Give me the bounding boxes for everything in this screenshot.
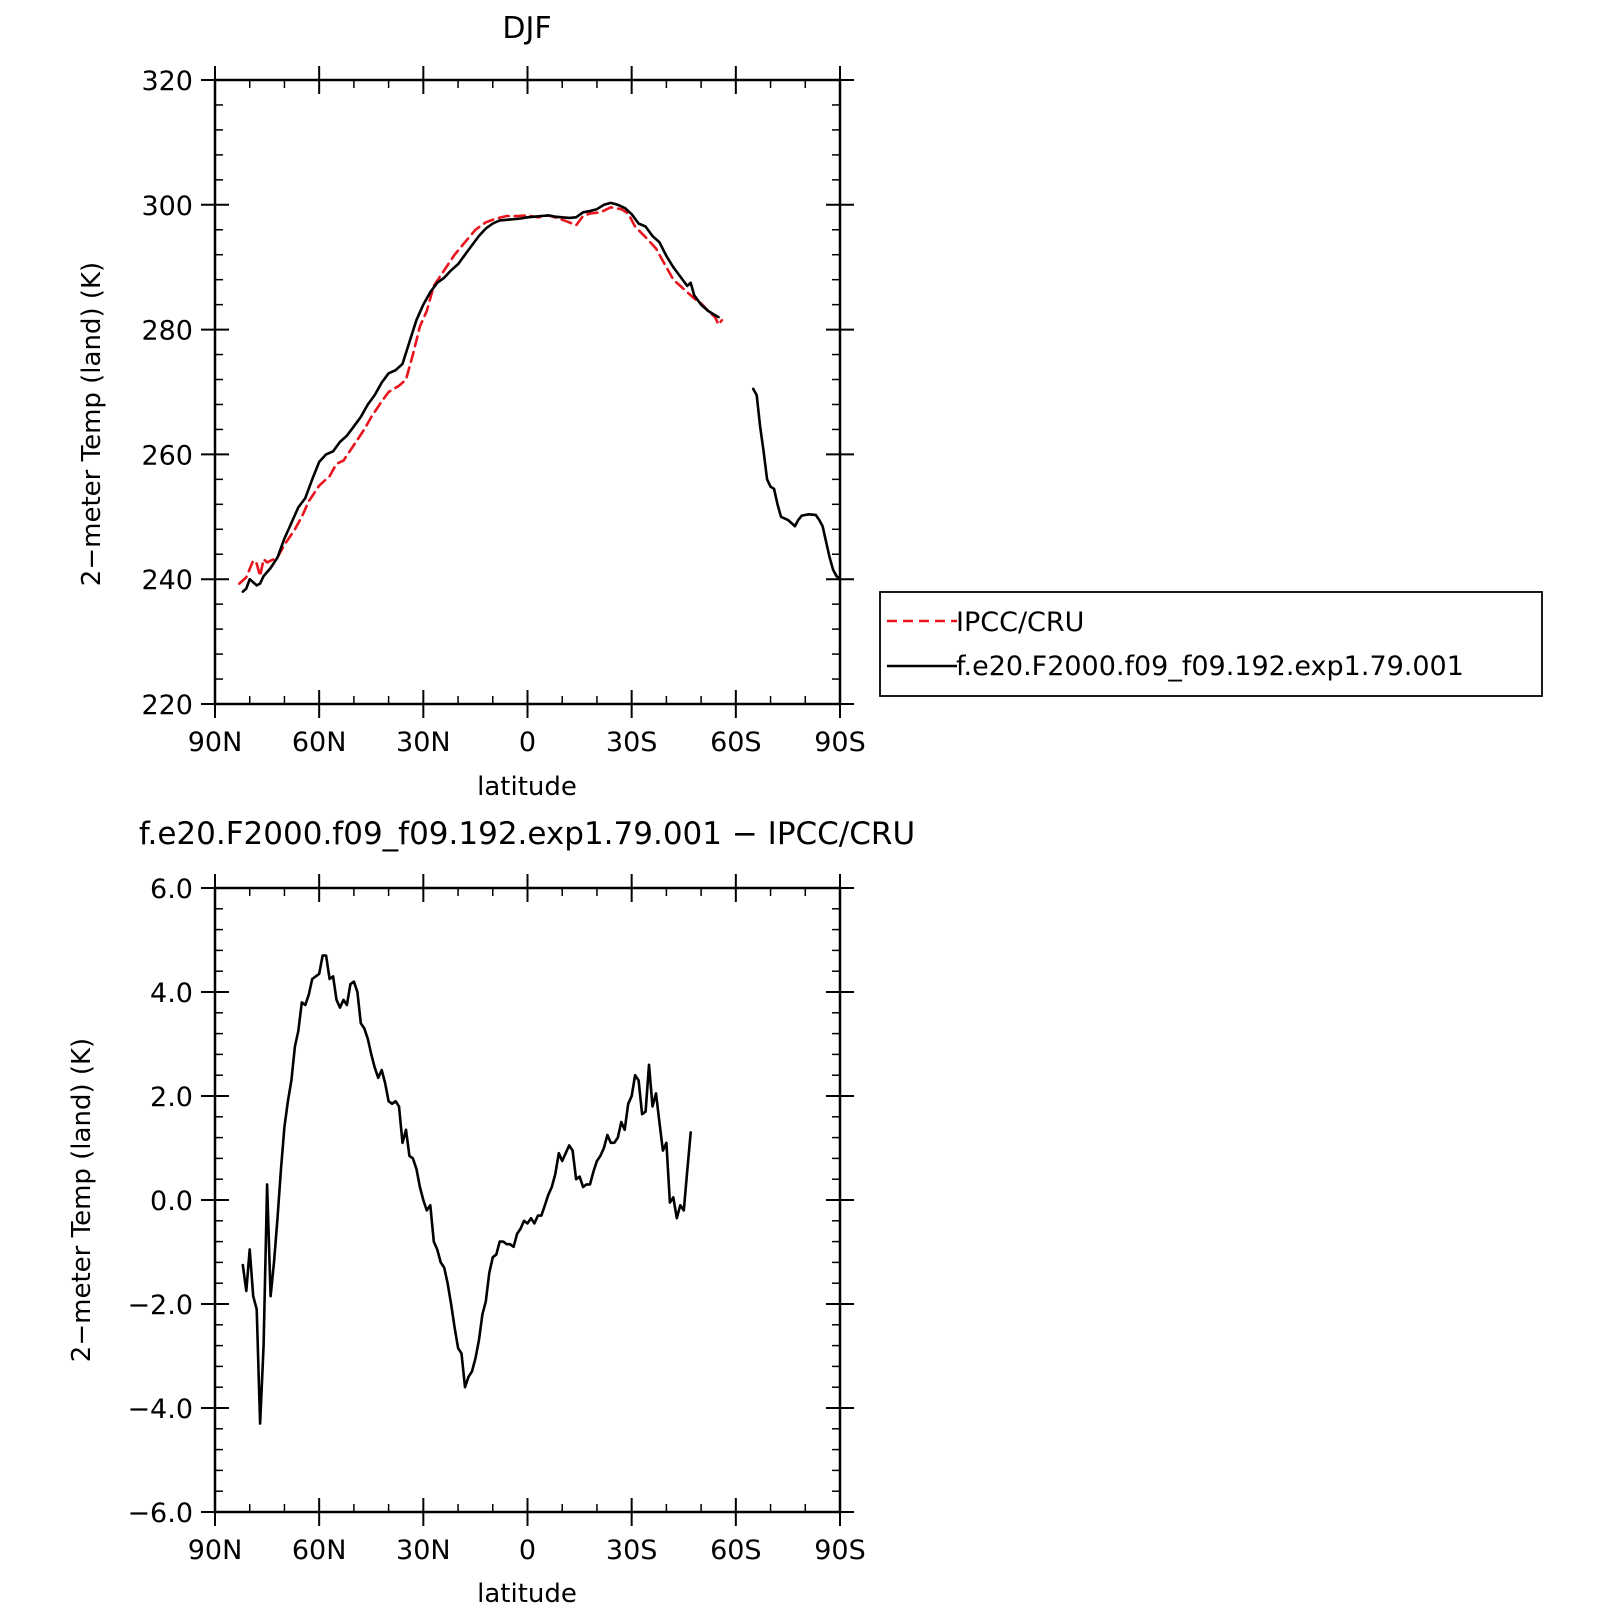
bottom-series-0-line-0 xyxy=(241,954,693,1425)
top-series-1-line-1 xyxy=(751,387,842,581)
top-y-tick-label: 220 xyxy=(141,690,193,721)
top-x-tick-label: 60S xyxy=(710,727,762,758)
bottom-x-axis-label: latitude xyxy=(477,1579,577,1609)
bottom-x-tick-label: 60S xyxy=(710,1535,762,1566)
bottom-plot-content: −6.0 −4.0 −2.0 0.0 2.0 4.0 6.0 90N 60N 30N 0 30S 60S… xyxy=(127,874,866,1566)
bottom-y-tick-label: 6.0 xyxy=(150,874,193,905)
top-plot-frame xyxy=(213,78,842,706)
top-x-tick-label: 30S xyxy=(606,727,658,758)
bottom-chart-title: f.e20.F2000.f09_f09.192.exp1.79.001 − IP… xyxy=(139,816,915,852)
top-y-tick-label: 300 xyxy=(141,191,193,222)
bottom-x-tick-label: 30N xyxy=(396,1535,451,1566)
top-plot-content: 220 240 260 280 300 320 90N 60N 30N 0 30S 60S 90S xyxy=(141,66,866,758)
bottom-y-tick-label: 0.0 xyxy=(150,1186,193,1217)
top-x-tick-label: 60N xyxy=(292,727,347,758)
bottom-y-tick-label: 2.0 xyxy=(150,1082,193,1113)
bottom-y-tick-label: −2.0 xyxy=(127,1290,193,1321)
top-y-tick-label: 240 xyxy=(141,565,193,596)
bottom-x-tick-label: 90N xyxy=(188,1535,243,1566)
bottom-x-tick-label: 60N xyxy=(292,1535,347,1566)
top-y-tick-label: 260 xyxy=(141,440,193,471)
bottom-y-tick-label: −4.0 xyxy=(127,1394,193,1425)
top-panel: DJF latitude 2−meter Temp (land) (K) 220… xyxy=(77,11,1543,802)
top-y-axis-label: 2−meter Temp (land) (K) xyxy=(77,262,107,586)
bottom-x-tick-label: 30S xyxy=(606,1535,658,1566)
legend-label-ipcc-cru: IPCC/CRU xyxy=(956,607,1084,638)
top-x-tick-label: 0 xyxy=(519,727,536,758)
top-x-axis-label: latitude xyxy=(477,772,577,802)
top-y-tick-label: 280 xyxy=(141,316,193,347)
top-x-tick-label: 30N xyxy=(396,727,451,758)
bottom-x-tick-label: 90S xyxy=(814,1535,866,1566)
top-series-0-line-0 xyxy=(238,206,724,585)
top-x-tick-label: 90N xyxy=(188,727,243,758)
bottom-y-tick-label: 4.0 xyxy=(150,978,193,1009)
bottom-panel: f.e20.F2000.f09_f09.192.exp1.79.001 − IP… xyxy=(67,816,915,1609)
top-y-tick-label: 320 xyxy=(141,66,193,97)
legend: IPCC/CRU f.e20.F2000.f09_f09.192.exp1.79… xyxy=(879,591,1543,697)
legend-box xyxy=(879,591,1543,697)
bottom-x-tick-label: 0 xyxy=(519,1535,536,1566)
bottom-y-tick-label: −6.0 xyxy=(127,1498,193,1529)
top-chart-title: DJF xyxy=(502,11,551,46)
top-x-tick-label: 90S xyxy=(814,727,866,758)
legend-label-model: f.e20.F2000.f09_f09.192.exp1.79.001 xyxy=(956,651,1464,682)
top-series-1-line-0 xyxy=(241,201,720,594)
bottom-y-axis-label: 2−meter Temp (land) (K) xyxy=(67,1038,97,1362)
bottom-plot-frame xyxy=(213,886,842,1514)
